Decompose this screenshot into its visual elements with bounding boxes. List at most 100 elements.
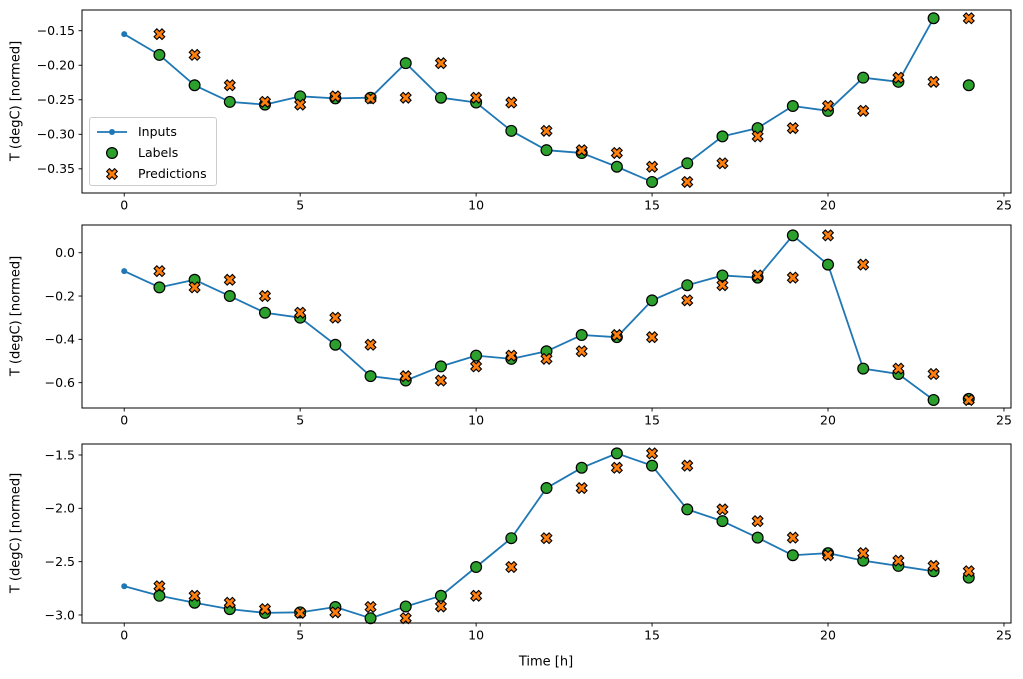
label-marker (716, 130, 729, 143)
label-marker (786, 549, 799, 562)
prediction-marker (223, 273, 236, 286)
y-tick-label: −0.20 (37, 58, 75, 73)
label-marker (364, 612, 377, 625)
label-marker (575, 461, 588, 474)
x-tick-label: 15 (644, 198, 660, 213)
legend-label-labels: Labels (138, 145, 179, 160)
prediction-marker (681, 294, 694, 307)
label-marker (434, 589, 447, 602)
prediction-marker (575, 345, 588, 358)
prediction-marker (434, 600, 448, 613)
label-marker (470, 349, 483, 362)
prediction-marker (258, 95, 272, 108)
inputs-line (123, 452, 934, 620)
label-marker (153, 281, 166, 294)
x-tick-label: 20 (820, 198, 836, 213)
y-tick-label: −1.5 (45, 447, 75, 462)
y-tick-label: −0.35 (37, 161, 75, 176)
input-dot-marker (121, 583, 128, 590)
prediction-marker (505, 96, 518, 109)
prediction-marker (434, 374, 448, 387)
prediction-marker (399, 612, 412, 625)
x-tick-label: 15 (644, 413, 660, 428)
y-tick-label: 0.0 (55, 245, 75, 260)
label-marker (681, 503, 694, 516)
label-marker (646, 459, 659, 472)
x-tick-label: 25 (996, 413, 1012, 428)
label-marker (258, 306, 271, 319)
prediction-marker (821, 229, 835, 242)
label-marker (857, 362, 870, 375)
prediction-marker (434, 57, 448, 70)
prediction-marker (751, 515, 764, 528)
axes-frame (81, 224, 1012, 409)
label-marker (927, 393, 940, 406)
legend-label-inputs: Inputs (138, 124, 177, 139)
prediction-marker (927, 367, 940, 381)
prediction-marker (470, 589, 483, 602)
legend-item-labels: Labels (94, 142, 216, 163)
prediction-marker (821, 549, 835, 562)
label-marker (681, 279, 694, 292)
label-marker (434, 91, 447, 104)
prediction-marker (786, 271, 799, 284)
x-tick-label: 10 (468, 198, 484, 213)
prediction-marker (399, 91, 412, 104)
label-marker (505, 532, 518, 545)
prediction-marker (153, 580, 166, 593)
x-tick-label: 0 (120, 413, 128, 428)
prediction-marker (364, 92, 377, 105)
prediction-marker (329, 311, 342, 324)
label-marker (575, 329, 588, 342)
prediction-marker (153, 265, 166, 278)
prediction-marker (962, 393, 975, 407)
x-tick-label: 20 (820, 413, 836, 428)
prediction-marker (294, 98, 307, 111)
prediction-marker (681, 459, 694, 472)
prediction-marker (188, 589, 201, 602)
inputs-line (123, 17, 935, 183)
axes-frame (81, 9, 1012, 194)
prediction-marker (258, 603, 272, 616)
label-marker (786, 229, 799, 242)
y-tick-label: −2.0 (45, 501, 75, 516)
y-axis-label-subplot-3: T (degC) [normed] (8, 472, 24, 594)
label-marker (857, 71, 870, 84)
prediction-marker (857, 104, 870, 117)
prediction-marker (610, 328, 623, 342)
prediction-marker (857, 547, 870, 560)
prediction-marker (294, 306, 307, 319)
x-tick-label: 5 (296, 198, 304, 213)
y-tick-label: −0.2 (45, 288, 75, 303)
inputs-line-icon (97, 128, 127, 135)
prediction-marker (540, 124, 553, 137)
label-marker (540, 144, 553, 157)
prediction-marker (258, 289, 272, 303)
label-marker (646, 175, 659, 188)
legend: Inputs Labels Predictions (89, 117, 217, 186)
prediction-marker (610, 146, 623, 160)
label-marker (716, 269, 729, 282)
predictions-x-icon (105, 167, 119, 180)
prediction-marker (399, 370, 412, 383)
prediction-marker (645, 447, 659, 460)
label-marker (751, 531, 764, 544)
y-tick-label: −0.25 (37, 92, 75, 107)
y-tick-label: −2.5 (45, 554, 75, 569)
prediction-marker (294, 606, 307, 619)
y-axis-label-subplot-2: T (degC) [normed] (8, 255, 24, 377)
prediction-marker (505, 560, 518, 574)
prediction-marker (188, 281, 201, 294)
label-marker (470, 560, 483, 573)
label-marker (399, 57, 412, 70)
label-marker (399, 600, 412, 613)
x-tick-label: 25 (996, 628, 1012, 643)
prediction-marker (610, 461, 623, 474)
prediction-marker (892, 362, 905, 375)
x-tick-label: 10 (468, 628, 484, 643)
x-tick-label: 0 (120, 628, 128, 643)
label-marker (188, 79, 201, 92)
prediction-marker (364, 338, 377, 351)
x-tick-label: 10 (468, 413, 484, 428)
